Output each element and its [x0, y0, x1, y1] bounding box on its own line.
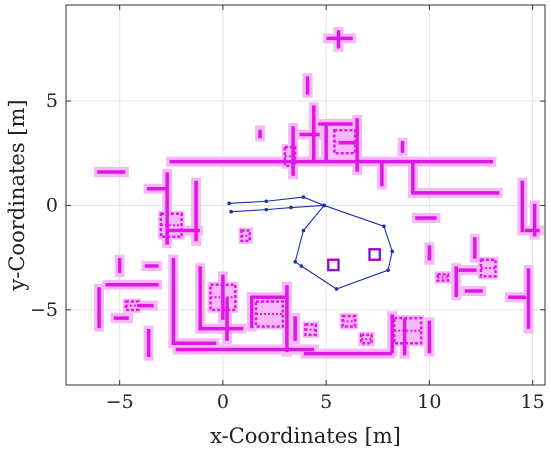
trajectory-waypoint: [382, 224, 386, 229]
trajectory-waypoint: [264, 207, 269, 212]
x-tick-label: 15: [521, 391, 545, 413]
trajectory-waypoint: [289, 205, 293, 210]
obstacle-polygon: [326, 258, 340, 272]
trajectory-line: [229, 196, 325, 213]
trajectory-waypoint: [229, 209, 233, 214]
trajectory-waypoint: [301, 228, 306, 233]
x-tick-label: 0: [217, 391, 229, 413]
trajectory-waypoint: [293, 260, 297, 264]
trajectory-waypoint: [322, 203, 326, 208]
plot-frame: [65, 4, 546, 386]
x-tick-label: 5: [320, 391, 332, 413]
trajectory-waypoint: [301, 195, 306, 199]
obstacle-outline: [327, 259, 340, 271]
x-tick-label: 10: [417, 391, 441, 413]
trajectory-layer: [227, 195, 395, 291]
y-tick-label: −5: [30, 299, 58, 321]
trajectory-line: [294, 204, 393, 290]
trajectory-waypoint: [390, 249, 395, 254]
trajectory-waypoint: [227, 201, 231, 206]
occupancy-cluster: [359, 333, 373, 345]
occupancy-cluster: [479, 258, 497, 278]
trajectory-waypoint: [334, 287, 339, 291]
occupancy-obstacle-layer: [97, 30, 541, 358]
y-axis-label: y-Coordinates [m]: [5, 99, 29, 291]
x-tick-label: −5: [106, 391, 134, 413]
tick-layer: −5 0 5 10 15 −5 0 5: [30, 5, 545, 413]
y-tick-label: 0: [46, 194, 58, 216]
occupancy-cluster: [283, 145, 297, 168]
trajectory-waypoint: [386, 268, 390, 272]
x-axis-label: x-Coordinates [m]: [210, 424, 401, 448]
trajectory-waypoint: [299, 264, 304, 268]
y-tick-label: 5: [46, 90, 58, 112]
occupancy-halo: [477, 256, 499, 280]
trajectory-waypoint: [264, 199, 269, 204]
obstacle-polygon: [368, 248, 382, 261]
obstacle-outline: [369, 248, 381, 261]
